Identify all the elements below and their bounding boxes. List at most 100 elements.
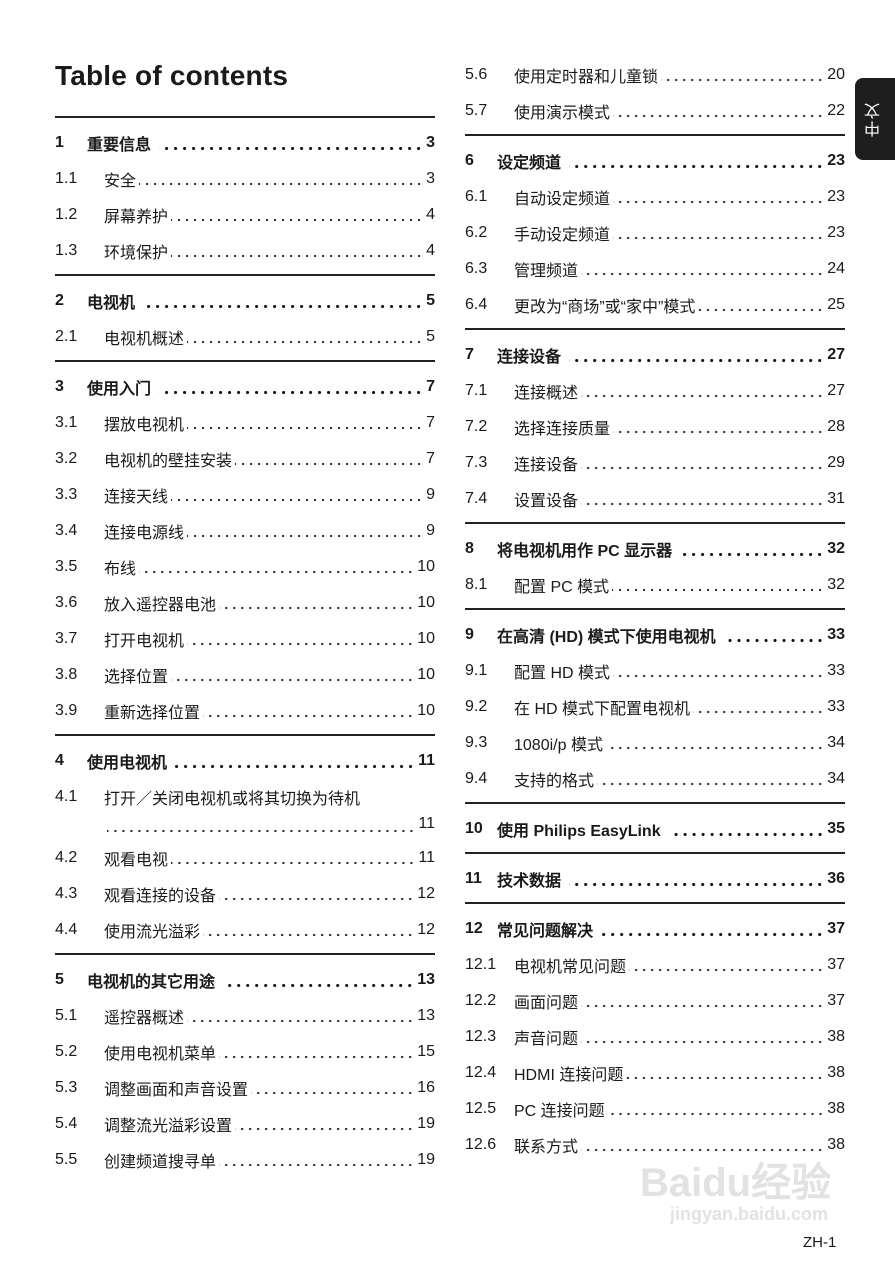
toc-section-heading[interactable]: 10 使用 Philips EasyLink 35 <box>465 811 845 847</box>
section-divider <box>465 802 845 804</box>
toc-entry[interactable]: 1.1 安全 3 <box>55 161 435 197</box>
toc-section-heading[interactable]: 7 连接设备 27 <box>465 337 845 373</box>
toc-entry[interactable]: 3.5 布线 10 <box>55 549 435 585</box>
toc-entry[interactable]: 3.4 连接电源线 9 <box>55 513 435 549</box>
toc-entry[interactable]: 7.3 连接设备 29 <box>465 445 845 481</box>
toc-entry[interactable]: 3.9 重新选择位置 10 <box>55 693 435 729</box>
section-divider <box>55 734 435 736</box>
toc-section: 9 在高清 (HD) 模式下使用电视机 33 9.1 配置 HD 模式 33 9.2 在 HD… <box>465 608 845 797</box>
dot-leader <box>219 876 415 912</box>
toc-entry[interactable]: 4.3 观看连接的设备 12 <box>55 876 435 912</box>
toc-section-heading[interactable]: 11 技术数据 36 <box>465 861 845 897</box>
toc-entry[interactable]: 7.2 选择连接质量 28 <box>465 409 845 445</box>
entry-page: 37 <box>827 956 845 973</box>
entry-number: 3.9 <box>55 702 78 719</box>
toc-entry[interactable]: 7.1 连接概述 27 <box>465 373 845 409</box>
toc-entry[interactable]: 6.3 管理频道 24 <box>465 251 845 287</box>
entry-title: 配置 HD 模式 <box>514 665 611 682</box>
toc-section-heading[interactable]: 8 将电视机用作 PC 显示器 32 <box>465 531 845 567</box>
toc-entry[interactable]: 12.4 HDMI 连接问题 38 <box>465 1055 845 1091</box>
entry-number: 7.1 <box>465 382 488 399</box>
toc-entry[interactable]: 3.6 放入遥控器电池 10 <box>55 585 435 621</box>
toc-entry[interactable]: 4.1 打开／关闭电视机或将其切换为待机 11 <box>55 779 435 840</box>
entry-page: 33 <box>827 662 845 679</box>
toc-section-heading[interactable]: 2 电视机 5 <box>55 283 435 319</box>
toc-entry[interactable]: 1.3 环境保护 4 <box>55 233 435 269</box>
entry-title: 设置设备 <box>514 493 579 510</box>
section-number: 8 <box>465 540 474 557</box>
toc-section-heading[interactable]: 1 重要信息 3 <box>55 125 435 161</box>
section-page: 36 <box>827 870 845 887</box>
toc-entry[interactable]: 4.4 使用流光溢彩 12 <box>55 912 435 948</box>
entry-title: 环境保护 <box>104 245 169 262</box>
toc-entry[interactable]: 5.6 使用定时器和儿童锁 20 <box>465 57 845 93</box>
toc-entry[interactable]: 4.2 观看电视 11 <box>55 840 435 876</box>
entry-number: 9.2 <box>465 698 488 715</box>
dot-leader <box>107 815 416 835</box>
toc-entry[interactable]: 9.4 支持的格式 34 <box>465 761 845 797</box>
toc-entry[interactable]: 5.7 使用演示模式 22 <box>465 93 845 129</box>
entry-title: 1080i/p 模式 <box>514 737 603 754</box>
entry-title: HDMI 连接问题 <box>514 1067 624 1084</box>
dot-leader <box>171 840 416 876</box>
entry-number: 2.1 <box>55 328 78 345</box>
entry-number: 3.8 <box>55 666 78 683</box>
toc-entry[interactable]: 7.4 设置设备 31 <box>465 481 845 517</box>
toc-entry[interactable]: 12.1 电视机常见问题 37 <box>465 947 845 983</box>
section-page: 11 <box>418 752 435 769</box>
section-number: 3 <box>55 378 64 395</box>
entry-number: 3.2 <box>55 450 78 467</box>
toc-entry[interactable]: 9.2 在 HD 模式下配置电视机 33 <box>465 689 845 725</box>
toc-entry[interactable]: 9.3 1080i/p 模式 34 <box>465 725 845 761</box>
toc-section-heading[interactable]: 3 使用入门 7 <box>55 369 435 405</box>
dot-leader <box>219 585 415 621</box>
toc-entry[interactable]: 3.8 选择位置 10 <box>55 657 435 693</box>
dot-leader <box>187 319 424 355</box>
section-divider <box>55 953 435 955</box>
toc-entry[interactable]: 3.2 电视机的壁挂安装 7 <box>55 441 435 477</box>
entry-page: 38 <box>827 1100 845 1117</box>
entry-title: 配置 PC 模式 <box>514 579 610 596</box>
toc-entry[interactable]: 5.3 调整画面和声音设置 16 <box>55 1070 435 1106</box>
toc-entry[interactable]: 8.1 配置 PC 模式 32 <box>465 567 845 603</box>
toc-entry[interactable]: 12.5 PC 连接问题 38 <box>465 1091 845 1127</box>
toc-entry[interactable]: 5.4 调整流光溢彩设置 19 <box>55 1106 435 1142</box>
section-page: 32 <box>827 540 845 557</box>
toc-section-heading[interactable]: 9 在高清 (HD) 模式下使用电视机 33 <box>465 617 845 653</box>
section-page: 5 <box>426 292 435 309</box>
toc-entry[interactable]: 5.2 使用电视机菜单 15 <box>55 1034 435 1070</box>
entry-title: 电视机概述 <box>104 331 185 348</box>
section-title: 技术数据 <box>497 873 562 890</box>
toc-entry[interactable]: 5.5 创建频道搜寻单 19 <box>55 1142 435 1178</box>
entry-page: 5 <box>426 328 435 345</box>
dot-leader <box>661 57 825 93</box>
entry-number: 12.2 <box>465 992 497 1009</box>
toc-entry[interactable]: 2.1 电视机概述 5 <box>55 319 435 355</box>
toc-section-heading[interactable]: 4 使用电视机 11 <box>55 743 435 779</box>
toc-entry[interactable]: 6.2 手动设定频道 23 <box>465 215 845 251</box>
entry-page: 13 <box>417 1007 435 1024</box>
toc-entry[interactable]: 6.1 自动设定频道 23 <box>465 179 845 215</box>
entry-title: 使用流光溢彩 <box>104 924 201 941</box>
dot-leader <box>629 947 825 983</box>
toc-entry[interactable]: 9.1 配置 HD 模式 33 <box>465 653 845 689</box>
toc-entry[interactable]: 1.2 屏幕养护 4 <box>55 197 435 233</box>
toc-entry[interactable]: 12.2 画面问题 37 <box>465 983 845 1019</box>
toc-section-heading[interactable]: 12 常见问题解决 37 <box>465 911 845 947</box>
entry-page: 16 <box>417 1079 435 1096</box>
entry-number: 7.2 <box>465 418 488 435</box>
toc-section-heading[interactable]: 5 电视机的其它用途 13 <box>55 962 435 998</box>
section-divider <box>465 608 845 610</box>
toc-entry[interactable]: 3.7 打开电视机 10 <box>55 621 435 657</box>
toc-entry[interactable]: 6.4 更改为“商场”或“家中”模式 25 <box>465 287 845 323</box>
toc-entry[interactable]: 3.1 摆放电视机 7 <box>55 405 435 441</box>
toc-entry[interactable]: 12.6 联系方式 38 <box>465 1127 845 1163</box>
entry-page: 19 <box>417 1115 435 1132</box>
entry-number: 6.3 <box>465 260 488 277</box>
toc-section-heading[interactable]: 6 设定频道 23 <box>465 143 845 179</box>
entry-page: 12 <box>417 921 435 938</box>
toc-entry[interactable]: 3.3 连接天线 9 <box>55 477 435 513</box>
toc-entry[interactable]: 12.3 声音问题 38 <box>465 1019 845 1055</box>
toc-column-right: 5.6 使用定时器和儿童锁 20 5.7 使用演示模式 22 6 设定频道 23 6.1 自动设定频… <box>465 57 845 1168</box>
toc-entry[interactable]: 5.1 遥控器概述 13 <box>55 998 435 1034</box>
